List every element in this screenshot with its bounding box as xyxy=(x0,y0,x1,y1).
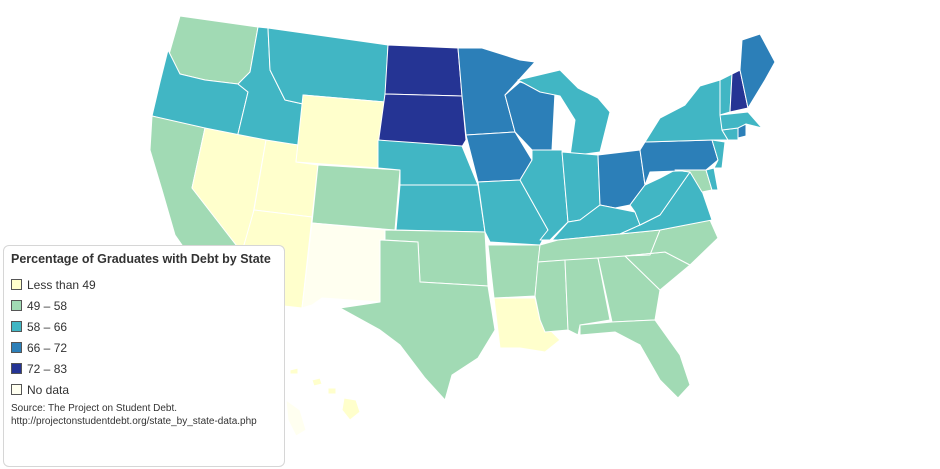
legend-title: Percentage of Graduates with Debt by Sta… xyxy=(11,252,271,266)
state-washington[interactable] xyxy=(167,15,259,85)
legend-item-less-than-49[interactable]: Less than 49 xyxy=(11,274,276,295)
state-alaska[interactable] xyxy=(285,399,307,437)
legend-label: 66 – 72 xyxy=(27,340,68,355)
state-new-mexico[interactable] xyxy=(301,222,386,309)
legend-swatch xyxy=(11,342,22,353)
source-url[interactable]: http://projectonstudentdebt.org/state_by… xyxy=(11,415,257,427)
state-new-jersey[interactable] xyxy=(711,139,726,169)
legend-swatch xyxy=(11,279,22,290)
state-maryland[interactable] xyxy=(674,169,713,193)
state-colorado[interactable] xyxy=(311,164,401,231)
state-massachusetts[interactable] xyxy=(719,111,763,131)
state-georgia[interactable] xyxy=(597,255,661,323)
state-delaware[interactable] xyxy=(705,167,719,191)
legend-item-72-83[interactable]: 72 – 83 xyxy=(11,358,276,379)
state-arkansas[interactable] xyxy=(487,244,541,299)
state-texas[interactable] xyxy=(339,239,496,401)
state-hawaii[interactable] xyxy=(289,367,361,421)
legend-item-no-data[interactable]: No data xyxy=(11,379,276,400)
legend-label: 58 – 66 xyxy=(27,319,68,334)
legend-swatch xyxy=(11,384,22,395)
legend-label: 49 – 58 xyxy=(27,298,68,313)
legend-swatch xyxy=(11,300,22,311)
legend-items: Less than 49 49 – 58 58 – 66 66 – 72 72 … xyxy=(11,274,276,400)
legend-item-66-72[interactable]: 66 – 72 xyxy=(11,337,276,358)
state-florida[interactable] xyxy=(579,319,691,399)
state-kansas[interactable] xyxy=(395,184,486,233)
state-maine[interactable] xyxy=(739,33,776,109)
state-wyoming[interactable] xyxy=(295,94,386,169)
legend-label: 72 – 83 xyxy=(27,361,68,376)
state-michigan[interactable] xyxy=(517,69,611,157)
legend-item-49-58[interactable]: 49 – 58 xyxy=(11,295,276,316)
legend-swatch xyxy=(11,363,22,374)
state-north-dakota[interactable] xyxy=(384,44,463,97)
state-montana[interactable] xyxy=(267,27,389,105)
legend-label: Less than 49 xyxy=(27,277,96,292)
legend-swatch xyxy=(11,321,22,332)
state-south-dakota[interactable] xyxy=(377,93,467,151)
legend: Percentage of Graduates with Debt by Sta… xyxy=(3,245,285,467)
legend-label: No data xyxy=(27,382,70,397)
source-note: Source: The Project on Student Debt. htt… xyxy=(11,403,276,428)
state-new-york[interactable] xyxy=(644,79,729,143)
source-text: Source: The Project on Student Debt. xyxy=(11,403,178,414)
legend-item-58-66[interactable]: 58 – 66 xyxy=(11,316,276,337)
